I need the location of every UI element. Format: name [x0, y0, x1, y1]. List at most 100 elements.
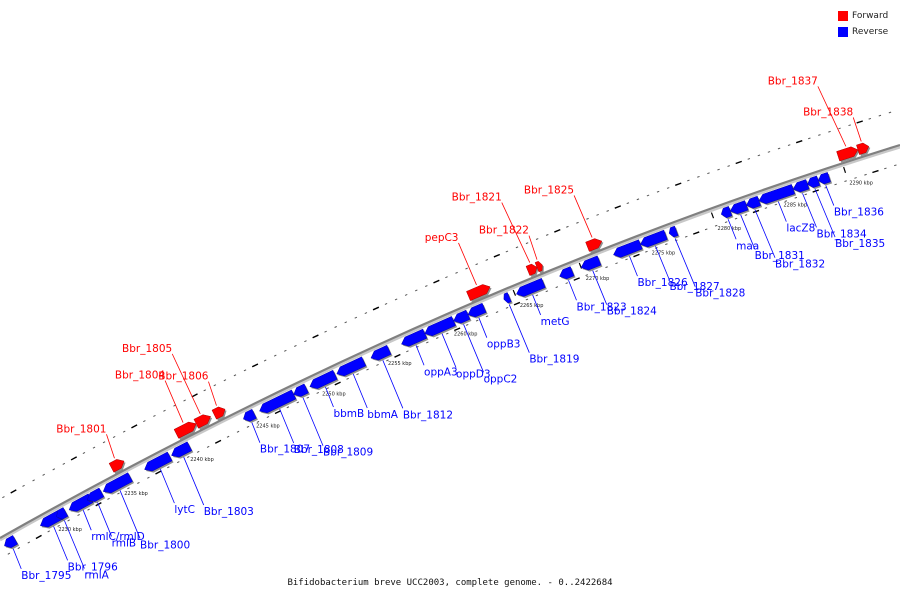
gene-forward[interactable]	[525, 263, 538, 276]
gene-reverse[interactable]	[370, 344, 392, 361]
gene-reverse[interactable]	[746, 195, 761, 209]
gene-label[interactable]: Bbr_1804	[115, 370, 165, 382]
gene-reverse[interactable]	[613, 239, 643, 258]
gene-reverse[interactable]	[720, 206, 733, 219]
guide-dot-lower	[306, 396, 310, 399]
gene-leader-line	[463, 324, 484, 373]
gene-reverse[interactable]	[668, 225, 679, 238]
gene-forward[interactable]	[836, 146, 859, 162]
gene-label[interactable]: Bbr_1821	[452, 192, 502, 204]
gene-label[interactable]: Bbr_1806	[158, 371, 208, 383]
gene-reverse[interactable]	[729, 200, 749, 215]
gene-label[interactable]: rmlA	[84, 569, 109, 581]
gene-label[interactable]: Bbr_1822	[479, 225, 529, 237]
gene-label[interactable]: Bbr_1807	[260, 444, 310, 456]
gene-label[interactable]: Bbr_1838	[803, 106, 853, 118]
guide-dot-upper	[808, 137, 811, 140]
gene-label[interactable]: oppA3	[424, 366, 458, 378]
gene-reverse[interactable]	[4, 535, 18, 549]
gene-reverse[interactable]	[86, 487, 105, 502]
guide-dot-lower	[854, 177, 857, 179]
gene-label[interactable]: Bbr_1824	[607, 306, 657, 318]
gene-label[interactable]: rmlB	[112, 537, 136, 549]
gene-label[interactable]: oppC2	[484, 373, 518, 385]
gene-label[interactable]: oppB3	[487, 339, 521, 351]
gene-label[interactable]: lacZ8	[786, 223, 815, 235]
gene-leader-line	[82, 510, 92, 531]
scale-tick-label: 2275 kbp	[652, 250, 676, 256]
gene-reverse[interactable]	[559, 266, 575, 280]
gene-reverse[interactable]	[171, 441, 193, 458]
guide-dot-lower	[77, 513, 80, 517]
guide-dot-lower	[665, 243, 668, 246]
gene-reverse[interactable]	[580, 255, 602, 271]
gene-forward[interactable]	[534, 260, 543, 273]
gene-reverse[interactable]	[293, 383, 309, 397]
gene-reverse[interactable]	[401, 328, 428, 347]
gene-label[interactable]: Bbr_1827	[669, 281, 719, 293]
gene-reverse[interactable]	[758, 184, 796, 205]
gene-label[interactable]: Bbr_1805	[122, 343, 172, 355]
gene-label[interactable]: maa	[736, 240, 759, 252]
guide-dot-upper	[455, 271, 458, 274]
gene-label[interactable]: lytC	[174, 504, 195, 516]
guide-dot-lower	[266, 416, 270, 418]
gene-forward[interactable]	[193, 414, 211, 429]
gene-label[interactable]: pepC3	[425, 232, 459, 244]
gene-label[interactable]: rmlC/rmlD	[91, 531, 145, 543]
guide-dot-lower	[764, 207, 768, 209]
gene-forward[interactable]	[585, 238, 603, 252]
gene-forward[interactable]	[856, 142, 870, 155]
gene-reverse[interactable]	[792, 179, 810, 193]
guide-dot-upper	[666, 187, 670, 189]
gene-label[interactable]: Bbr_1831	[755, 250, 805, 262]
guide-dot-upper	[284, 349, 287, 352]
gene-reverse[interactable]	[309, 369, 338, 389]
guide-dot-lower	[804, 193, 808, 196]
gene-label[interactable]: Bbr_1819	[529, 354, 579, 366]
gene-label[interactable]: bbmB	[333, 408, 364, 420]
gene-reverse[interactable]	[817, 172, 831, 185]
gene-label[interactable]: Bbr_1808	[294, 444, 344, 456]
gene-reverse[interactable]	[503, 292, 512, 304]
gene-label[interactable]: Bbr_1834	[817, 228, 867, 240]
gene-reverse[interactable]	[259, 389, 297, 414]
gene-label[interactable]: Bbr_1836	[834, 207, 884, 219]
gene-label[interactable]: Bbr_1835	[835, 238, 885, 250]
gene-label[interactable]: Bbr_1812	[403, 409, 453, 421]
gene-label[interactable]: Bbr_1823	[577, 301, 627, 313]
gene-label[interactable]: Bbr_1828	[695, 288, 745, 300]
scale-tick-label: 2265 kbp	[520, 303, 544, 309]
gene-reverse[interactable]	[68, 493, 94, 512]
gene-features	[4, 142, 871, 550]
gene-label[interactable]: Bbr_1795	[21, 570, 71, 582]
gene-label[interactable]: Bbr_1825	[524, 184, 574, 196]
gene-label[interactable]: metG	[541, 316, 570, 328]
gene-reverse[interactable]	[144, 451, 173, 472]
gene-forward[interactable]	[108, 459, 125, 473]
gene-label[interactable]: oppD3	[456, 369, 491, 381]
gene-reverse[interactable]	[807, 175, 821, 188]
gene-forward[interactable]	[173, 421, 197, 439]
gene-label[interactable]: bbmA	[367, 409, 399, 421]
guide-dot-lower	[475, 319, 479, 322]
gene-reverse[interactable]	[243, 408, 257, 422]
gene-reverse[interactable]	[424, 316, 456, 337]
gene-reverse[interactable]	[516, 277, 546, 297]
gene-forward[interactable]	[211, 406, 226, 420]
gene-label[interactable]: Bbr_1809	[323, 447, 373, 459]
gene-label[interactable]: Bbr_1803	[204, 506, 254, 518]
gene-label[interactable]: Bbr_1832	[775, 259, 825, 271]
gene-label[interactable]: Bbr_1837	[768, 75, 818, 87]
gene-reverse[interactable]	[336, 356, 367, 377]
gene-label[interactable]: Bbr_1801	[56, 423, 106, 435]
gene-reverse[interactable]	[467, 302, 487, 318]
gene-label[interactable]: Bbr_1796	[68, 561, 118, 573]
gene-reverse[interactable]	[56, 507, 69, 520]
gene-label[interactable]: Bbr_1826	[637, 277, 687, 289]
gene-forward[interactable]	[466, 284, 491, 301]
gene-reverse[interactable]	[102, 472, 133, 494]
gene-label[interactable]: Bbr_1800	[140, 539, 190, 551]
gene-reverse[interactable]	[453, 309, 471, 324]
gene-reverse[interactable]	[640, 229, 668, 248]
